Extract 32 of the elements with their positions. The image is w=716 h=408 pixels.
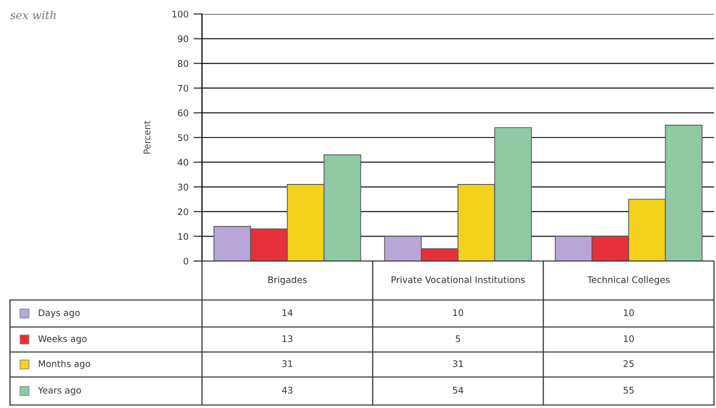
x-tick-label: Brigades [268, 276, 307, 285]
y-tick-label: 50 [178, 134, 188, 142]
y-tick-label: 90 [178, 35, 188, 42]
data-label: 25 [624, 360, 634, 368]
y-tick-label: 20 [178, 208, 188, 216]
data-label: 10 [624, 335, 634, 342]
y-tick-label: 40 [178, 158, 188, 166]
data-label: 54 [452, 386, 464, 394]
data-label: 31 [452, 360, 463, 368]
y-tick-label: 80 [178, 60, 188, 67]
legend-label: Months ago [38, 360, 90, 369]
legend-label: Years ago [38, 386, 81, 396]
y-tick-label: 60 [178, 110, 188, 116]
data-label: 31 [282, 360, 292, 368]
legend-label: Weeks ago [38, 335, 87, 344]
x-tick-label: Private Vocational Institutions [392, 276, 525, 284]
data-label: 13 [282, 335, 292, 342]
data-label: 5 [456, 335, 460, 342]
y-tick-label: 30 [178, 184, 188, 190]
y-tick-label: 100 [172, 10, 188, 18]
data-label: 10 [453, 309, 464, 316]
data-label: 43 [282, 386, 292, 394]
y-axis-title: Percent [144, 120, 150, 154]
data-label: 55 [624, 386, 634, 394]
x-tick-label: Technical Colleges [587, 276, 670, 285]
legend-label: Days ago [38, 309, 80, 318]
y-tick-label: 0 [184, 258, 188, 265]
data-label: 14 [282, 309, 293, 316]
data-label: 10 [624, 309, 634, 316]
y-tick-label: 10 [178, 233, 188, 240]
y-tick-label: 70 [178, 84, 188, 92]
text: sex with [10, 10, 56, 20]
